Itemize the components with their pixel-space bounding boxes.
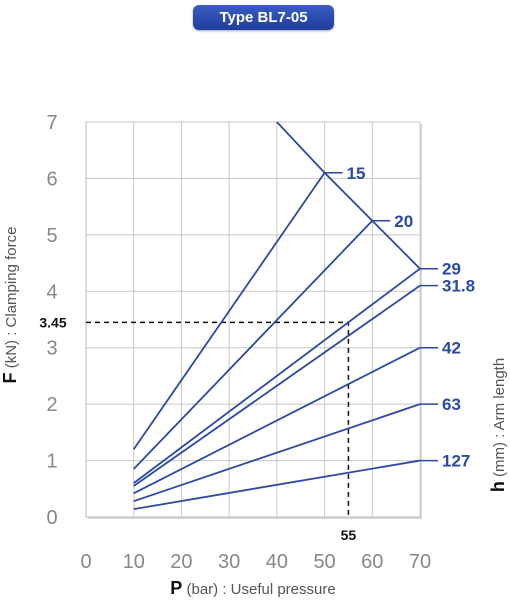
series-line [133,284,421,487]
series-line [132,172,326,450]
y-tick-label: 7 [46,112,57,134]
series-label: 42 [442,339,461,358]
series-line [133,220,373,470]
series-label: 20 [394,212,413,231]
y-tick-label: 2 [46,394,57,416]
chart-type-badge: Type BL7-05 [193,5,334,30]
x-tick-label: 20 [170,551,192,573]
series-label: 63 [442,395,461,414]
series-label: 31.8 [442,277,475,296]
y-tick-label: 0 [46,507,57,529]
series-label: 15 [347,164,366,183]
series-label: 127 [442,452,470,471]
annotation-y-label: 3.45 [39,314,66,330]
x-tick-label: 0 [80,551,91,573]
y-tick-label: 4 [46,281,57,303]
plot-area [85,121,421,518]
y-tick-label: 6 [46,168,57,190]
y-tick-label: 1 [46,451,57,473]
x-tick-label: 50 [313,551,335,573]
series-label: 29 [442,260,461,279]
series-line [133,267,421,484]
x-tick-label: 10 [123,551,145,573]
y-tick-label: 5 [46,225,57,247]
x-tick-label: 30 [218,551,240,573]
x-tick-label: 60 [361,551,383,573]
series-line [133,459,421,510]
limit-line [276,121,421,270]
y-tick-label: 3 [46,338,57,360]
x-axis-title: P (bar) : Useful pressure [170,578,335,598]
x-tick-label: 40 [266,551,288,573]
series-line [133,403,421,503]
y2-axis-title: h (mm) : Arm length [488,358,508,492]
annotation-x-label: 55 [341,527,357,543]
y-axis-title: F (kN) : Clamping force [0,227,20,384]
x-tick-label: 70 [409,551,431,573]
series-line [133,346,421,495]
